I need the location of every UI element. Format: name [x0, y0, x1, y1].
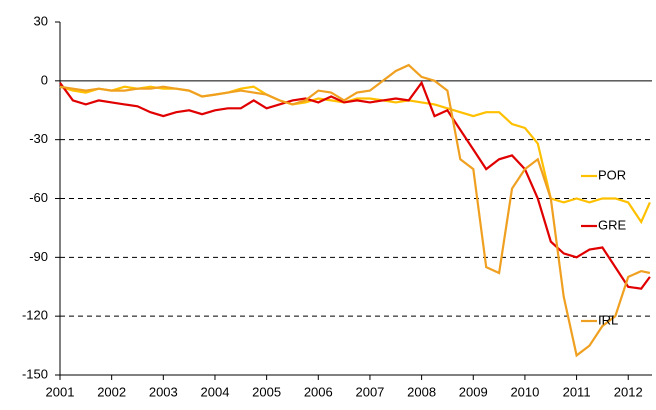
- legend-label: IRL: [598, 312, 618, 327]
- y-tick-label: 0: [41, 72, 48, 87]
- x-tick-label: 2007: [355, 384, 384, 399]
- x-tick-label: 2006: [304, 384, 333, 399]
- series-line: [59, 85, 651, 225]
- x-tick-label: 2001: [46, 384, 75, 399]
- x-tick-label: 2002: [97, 384, 126, 399]
- x-tick-label: 2009: [459, 384, 488, 399]
- y-tick-label: -30: [29, 131, 48, 146]
- y-tick-label: -90: [29, 249, 48, 264]
- y-tick-label: 30: [34, 13, 48, 28]
- legend-label: GRE: [598, 217, 627, 232]
- x-tick-label: 2008: [407, 384, 436, 399]
- legend-label: POR: [598, 167, 626, 182]
- series-line: [59, 63, 651, 358]
- x-tick-label: 2012: [614, 384, 643, 399]
- x-tick-label: 2004: [201, 384, 230, 399]
- x-tick-label: 2003: [149, 384, 178, 399]
- y-tick-label: -120: [22, 308, 48, 323]
- series-line: [59, 80, 651, 290]
- x-tick-label: 2011: [563, 384, 591, 399]
- y-tick-label: -150: [22, 366, 48, 381]
- x-tick-label: 2010: [510, 384, 539, 399]
- x-tick-label: 2005: [252, 384, 281, 399]
- y-tick-label: -60: [29, 190, 48, 205]
